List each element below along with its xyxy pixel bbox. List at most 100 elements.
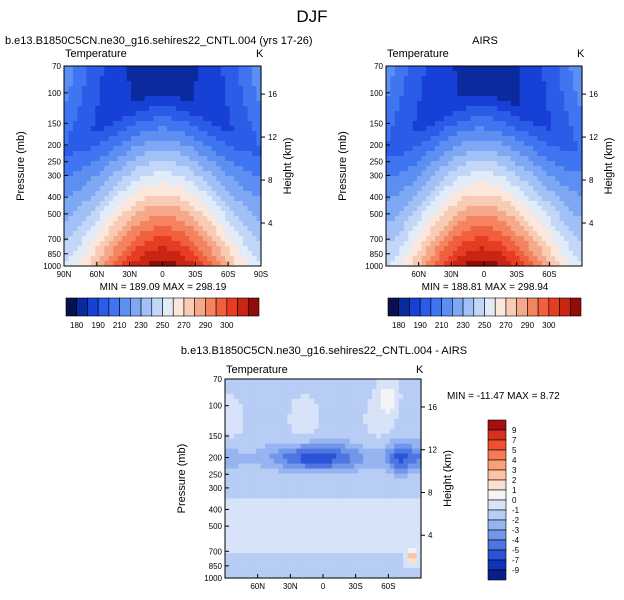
field-cell xyxy=(327,453,333,460)
colorbar-label: 180 xyxy=(392,321,406,330)
field-cell xyxy=(340,398,346,405)
y-tick-label: 200 xyxy=(370,141,384,150)
field-cell xyxy=(68,261,74,267)
field-cell xyxy=(550,131,556,137)
field-cell xyxy=(349,478,355,485)
field-cell xyxy=(158,121,164,127)
field-cell xyxy=(149,91,155,97)
field-cell xyxy=(479,81,485,87)
field-cell xyxy=(64,246,70,252)
field-cell xyxy=(252,216,258,222)
field-cell xyxy=(466,111,472,117)
field-cell xyxy=(340,453,346,460)
field-cell xyxy=(131,191,137,197)
field-cell xyxy=(175,136,182,142)
field-cell xyxy=(314,518,320,524)
field-cell xyxy=(229,383,235,390)
field-cell xyxy=(305,503,311,509)
field-cell xyxy=(260,508,266,514)
field-cell xyxy=(452,211,458,217)
field-cell xyxy=(408,241,414,247)
field-cell xyxy=(149,261,155,267)
field-cell xyxy=(417,101,423,107)
field-cell xyxy=(421,166,427,172)
field-cell xyxy=(386,101,392,107)
height-tick-label: 8 xyxy=(589,176,594,185)
field-cell xyxy=(260,383,266,390)
field-cell xyxy=(426,156,432,162)
field-cell xyxy=(153,176,159,182)
field-cell xyxy=(86,111,92,117)
field-cell xyxy=(300,428,306,435)
field-cell xyxy=(300,528,306,534)
field-cell xyxy=(225,448,231,455)
field-cell xyxy=(515,76,521,82)
field-cell xyxy=(448,121,454,127)
x-tick-label: 30N xyxy=(122,270,137,279)
field-cell xyxy=(430,191,436,197)
field-cell xyxy=(305,388,311,395)
field-cell xyxy=(403,201,409,207)
field-cell xyxy=(305,498,311,504)
field-cell xyxy=(336,488,342,495)
field-cell xyxy=(479,116,485,122)
field-cell xyxy=(559,211,565,217)
field-cell xyxy=(171,206,177,212)
field-cell xyxy=(260,379,266,385)
field-cell xyxy=(234,131,240,137)
field-cell xyxy=(363,543,369,549)
field-cell xyxy=(386,226,392,232)
field-cell xyxy=(412,221,418,227)
field-cell xyxy=(443,91,449,97)
field-cell xyxy=(126,196,132,202)
field-cell xyxy=(457,131,463,137)
field-cell xyxy=(448,241,454,247)
field-cell xyxy=(207,106,213,112)
colorbar-swatch xyxy=(559,297,571,317)
field-cell xyxy=(457,196,463,202)
field-cell xyxy=(390,206,396,212)
field-cell xyxy=(430,181,436,187)
field-cell xyxy=(363,463,369,470)
field-cell xyxy=(327,533,333,539)
field-cell xyxy=(484,256,490,262)
field-cell xyxy=(269,413,275,420)
field-cell xyxy=(149,176,155,182)
field-cell xyxy=(252,66,258,72)
field-cell xyxy=(408,76,414,82)
field-cell xyxy=(443,166,449,172)
field-cell xyxy=(287,433,293,440)
field-cell xyxy=(86,226,92,232)
field-cell xyxy=(247,528,253,534)
field-cell xyxy=(336,573,342,579)
field-cell xyxy=(573,76,579,82)
field-cell xyxy=(452,131,458,137)
field-cell xyxy=(577,66,583,72)
field-cell xyxy=(492,261,498,267)
field-cell xyxy=(198,226,204,232)
field-cell xyxy=(296,428,302,435)
field-cell xyxy=(131,81,137,87)
field-cell xyxy=(394,246,400,252)
field-cell xyxy=(81,111,87,117)
field-cell xyxy=(184,96,190,102)
field-cell xyxy=(309,508,315,514)
field-cell xyxy=(461,171,467,177)
field-cell xyxy=(153,76,159,82)
field-cell xyxy=(354,438,360,445)
field-cell xyxy=(577,251,583,257)
field-cell xyxy=(108,166,114,172)
field-cell xyxy=(399,121,405,127)
field-cell xyxy=(390,166,396,172)
field-cell xyxy=(345,553,351,559)
field-cell xyxy=(225,388,231,395)
field-cell xyxy=(492,246,498,252)
field-cell xyxy=(528,156,534,162)
field-cell xyxy=(238,191,244,197)
field-cell xyxy=(417,241,423,247)
field-cell xyxy=(323,393,329,400)
field-cell xyxy=(95,96,101,102)
field-cell xyxy=(466,81,472,87)
field-cell xyxy=(430,141,436,147)
field-cell xyxy=(282,468,288,475)
